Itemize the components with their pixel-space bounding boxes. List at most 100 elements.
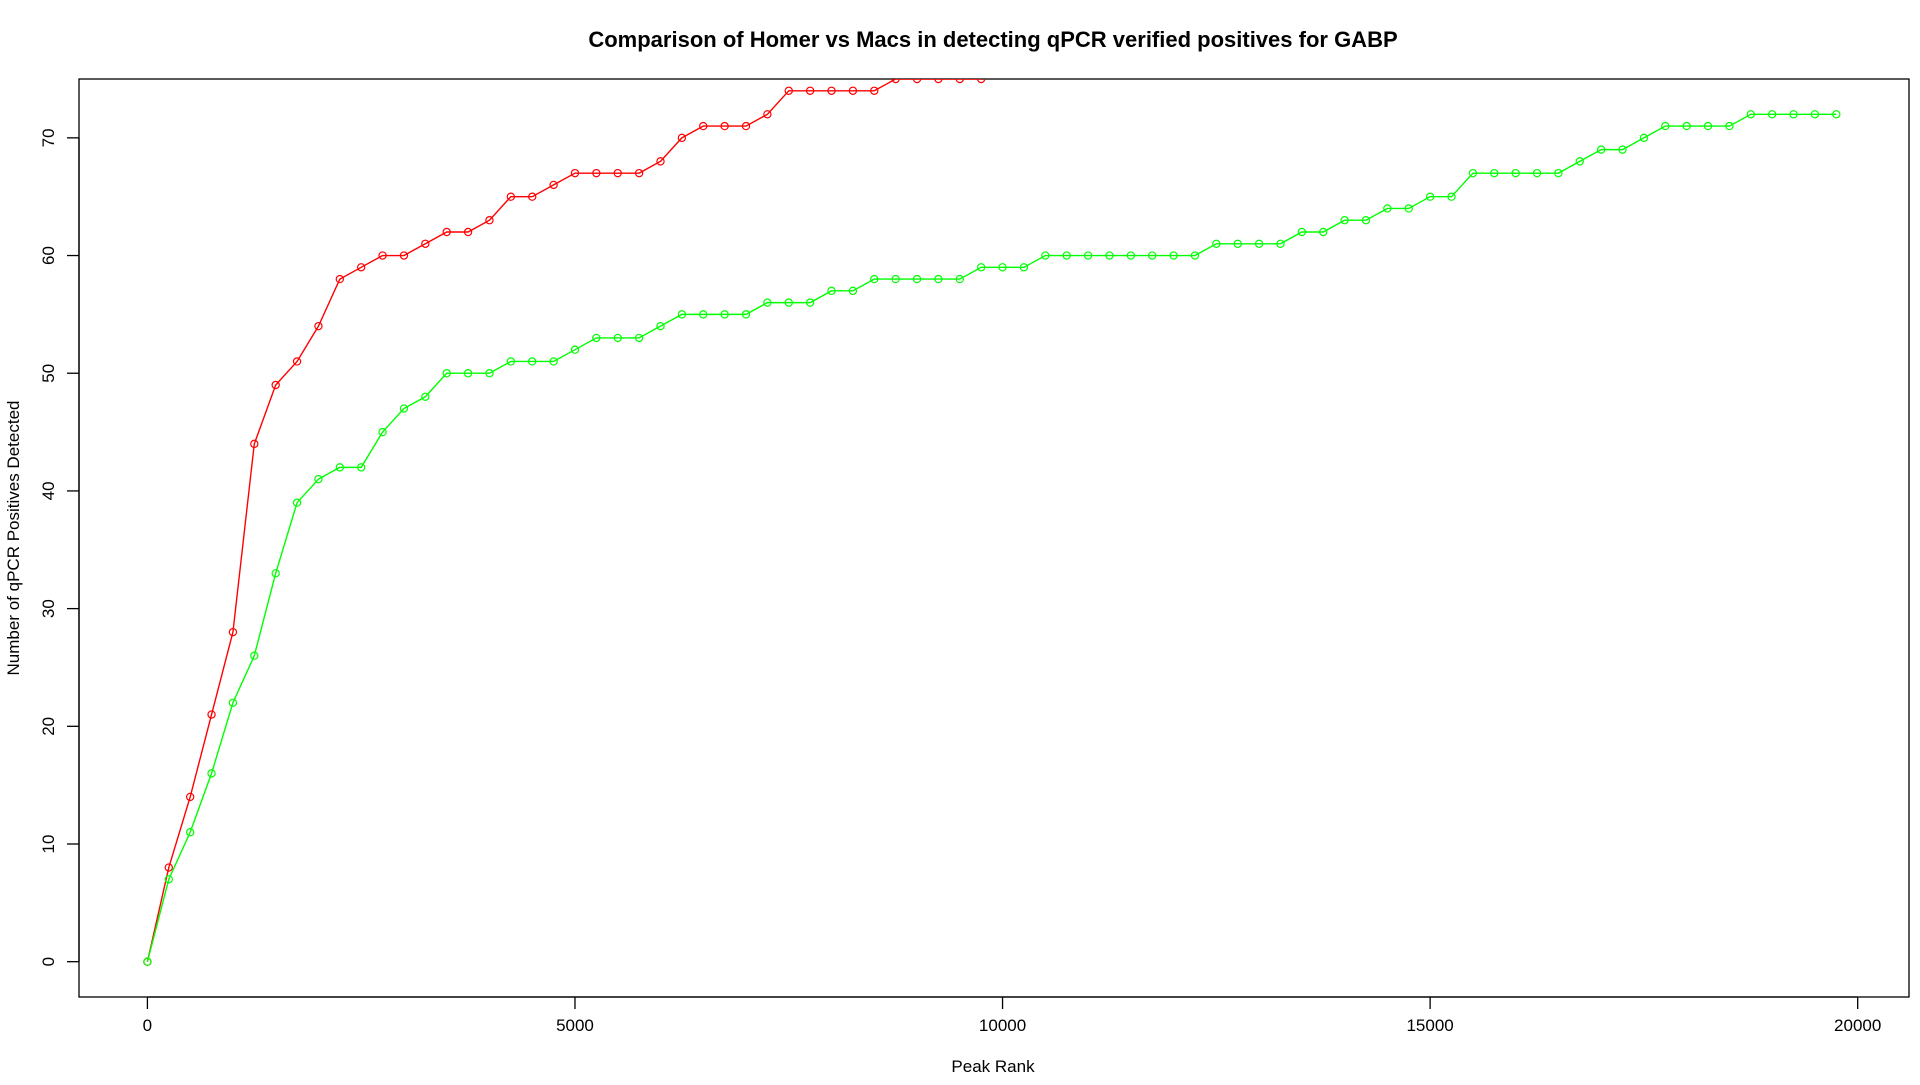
data-point	[1767, 110, 1777, 119]
data-point	[185, 792, 195, 802]
data-point	[1254, 239, 1264, 248]
data-point	[292, 498, 302, 507]
data-point	[314, 321, 323, 331]
data-point	[1041, 251, 1050, 260]
data-point	[549, 180, 558, 190]
data-point	[784, 298, 793, 307]
data-point	[1554, 168, 1563, 178]
y-tick-label: 60	[39, 246, 58, 265]
y-axis: 0 10 20 30 40 50 60 70	[39, 128, 80, 966]
data-point	[912, 79, 922, 84]
data-point	[912, 274, 922, 284]
data-point	[891, 79, 900, 84]
data-point	[613, 168, 622, 178]
data-point	[1340, 216, 1349, 225]
data-point	[976, 79, 986, 84]
data-point	[613, 333, 622, 343]
data-point	[870, 86, 879, 95]
series-line	[146, 113, 1837, 962]
data-point	[848, 86, 858, 95]
data-point	[250, 439, 259, 449]
data-point	[506, 357, 516, 366]
data-point	[955, 274, 964, 284]
data-point	[356, 263, 366, 272]
data-point	[1575, 157, 1584, 166]
data-point	[421, 392, 430, 401]
data-point	[763, 298, 772, 307]
x-tick-label: 15000	[1406, 1016, 1453, 1035]
data-point	[1725, 121, 1734, 131]
data-point	[1746, 110, 1755, 119]
y-tick-label: 20	[39, 717, 58, 736]
data-point	[314, 474, 323, 484]
data-point	[1169, 251, 1178, 260]
data-point	[485, 369, 494, 378]
data-point	[164, 875, 173, 884]
data-point	[1425, 192, 1435, 201]
data-point	[463, 369, 473, 378]
data-point	[1789, 110, 1798, 119]
data-point	[891, 274, 900, 284]
data-point	[399, 404, 409, 413]
data-point	[1511, 168, 1520, 178]
data-point	[442, 369, 451, 378]
data-point	[656, 321, 665, 331]
data-point	[1126, 251, 1136, 260]
x-axis-label: Peak Rank	[951, 1057, 1035, 1076]
data-point	[570, 168, 580, 178]
y-tick-label: 30	[39, 599, 58, 618]
data-point	[378, 427, 387, 437]
data-point	[741, 121, 751, 131]
data-point	[720, 310, 729, 319]
series-layer	[143, 79, 1841, 966]
plot-frame	[78, 78, 1910, 998]
x-tick-label: 10000	[979, 1016, 1026, 1035]
data-point	[335, 274, 345, 284]
data-point	[485, 216, 494, 225]
data-point	[848, 286, 858, 296]
data-point	[421, 239, 430, 248]
data-point	[592, 168, 601, 178]
data-point	[228, 627, 238, 637]
data-point	[1212, 239, 1221, 248]
data-point	[399, 251, 409, 260]
data-point	[1468, 168, 1478, 178]
data-point	[976, 263, 986, 272]
data-point	[1703, 121, 1713, 131]
y-tick-label: 0	[39, 957, 58, 966]
data-point	[955, 79, 964, 84]
y-axis-label: Number of qPCR Positives Detected	[4, 401, 23, 676]
data-point	[763, 110, 772, 119]
data-point	[870, 274, 879, 284]
data-point	[699, 310, 708, 319]
y-tick-label: 10	[39, 835, 58, 854]
data-point	[634, 168, 644, 178]
data-point	[271, 569, 280, 578]
data-point	[784, 86, 793, 95]
data-point	[185, 828, 195, 837]
data-point	[1319, 227, 1328, 237]
data-point	[378, 251, 387, 260]
data-point	[528, 192, 537, 201]
series-2	[143, 110, 1841, 966]
data-point	[1233, 239, 1242, 248]
data-point	[677, 133, 687, 143]
data-point	[463, 227, 473, 237]
data-point	[164, 863, 173, 872]
data-point	[549, 357, 558, 366]
data-point	[1810, 110, 1820, 119]
data-point	[1148, 251, 1157, 260]
data-point	[741, 310, 751, 319]
data-point	[356, 463, 366, 472]
data-point	[1490, 168, 1499, 178]
data-point	[934, 274, 943, 284]
data-point	[207, 710, 216, 719]
data-point	[1532, 168, 1542, 178]
data-point	[570, 345, 580, 354]
data-point	[1639, 133, 1649, 143]
data-point	[1404, 204, 1413, 213]
data-point	[271, 380, 280, 390]
data-point	[442, 227, 451, 237]
series-1	[143, 79, 986, 966]
